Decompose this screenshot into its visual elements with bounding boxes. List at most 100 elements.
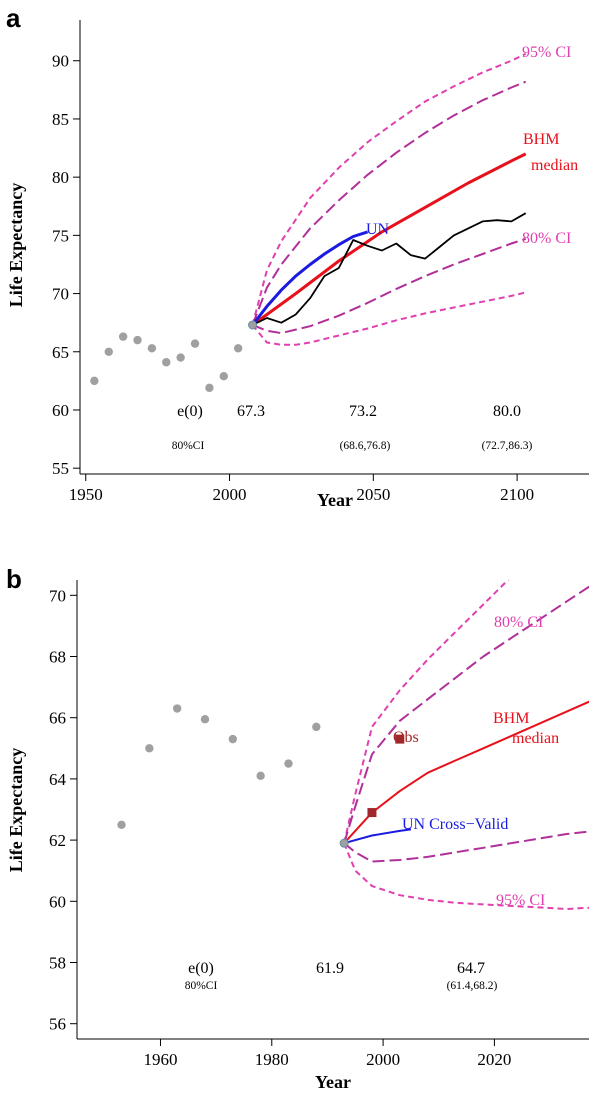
panel-b-median-label: median bbox=[512, 730, 559, 747]
panel-a-letter: a bbox=[6, 3, 21, 33]
panel-b-obs-label: Obs bbox=[393, 729, 419, 746]
x-tick-label: 2000 bbox=[366, 1050, 400, 1069]
series-ci80-upper bbox=[251, 80, 527, 326]
panel-b-e0-label: e(0) bbox=[188, 960, 214, 977]
x-tick-label: 2100 bbox=[500, 485, 534, 504]
y-tick-label: 90 bbox=[52, 52, 69, 71]
observed-point-marker bbox=[367, 808, 377, 818]
panel-a-ci-label: 80%CI bbox=[172, 440, 205, 452]
y-tick-label: 68 bbox=[49, 648, 66, 667]
past-data-point bbox=[145, 744, 154, 753]
panel-a-ci95-label: 95% CI bbox=[522, 44, 571, 61]
panel-b-ci95-label: 95% CI bbox=[496, 892, 545, 909]
past-data-point bbox=[200, 715, 210, 724]
panel-b-y-ticks: 56 58 60 62 64 66 68 70 bbox=[49, 586, 77, 1034]
y-tick-label: 70 bbox=[52, 285, 69, 304]
panel-a-median-label: median bbox=[531, 157, 578, 174]
y-tick-label: 55 bbox=[52, 459, 69, 478]
x-tick-label: 1950 bbox=[69, 485, 103, 504]
x-tick-label: 1980 bbox=[255, 1050, 289, 1069]
past-data-point bbox=[172, 704, 182, 713]
past-data-point bbox=[90, 376, 99, 386]
panel-a-points bbox=[90, 320, 258, 393]
past-data-point bbox=[256, 771, 265, 781]
y-tick-label: 85 bbox=[52, 110, 69, 129]
panel-b-ci-label: 80%CI bbox=[185, 980, 218, 992]
y-tick-label: 70 bbox=[49, 586, 66, 605]
x-tick-label: 2020 bbox=[477, 1050, 511, 1069]
past-data-point bbox=[190, 339, 200, 348]
panel-a-bhm-label: BHM bbox=[523, 131, 559, 148]
panel-a: a 55 60 65 70 75 80 85 90 1950 2000 2050 2100 Year… bbox=[6, 3, 589, 510]
panel-b-bhm-label: BHM bbox=[493, 710, 529, 727]
series-ci80-lower bbox=[252, 237, 527, 335]
y-tick-label: 60 bbox=[52, 401, 69, 420]
panel-b-letter: b bbox=[6, 564, 22, 594]
series-un-cross-valid bbox=[343, 828, 412, 845]
panel-a-x-axis-title: Year bbox=[317, 490, 353, 510]
panel-a-e0-label: e(0) bbox=[177, 403, 203, 420]
series-ci95-upper bbox=[343, 580, 510, 844]
series-ci95-upper bbox=[251, 52, 527, 326]
panel-a-x-ticks: 1950 2000 2050 2100 bbox=[69, 474, 534, 504]
past-data-point bbox=[228, 734, 238, 744]
panel-b-interval-end: (61.4,68.2) bbox=[447, 980, 498, 992]
series-ci80-upper bbox=[343, 585, 589, 844]
projection-start-point bbox=[248, 320, 258, 330]
past-data-point bbox=[233, 344, 243, 353]
x-tick-label: 2050 bbox=[356, 485, 390, 504]
x-tick-label: 1960 bbox=[143, 1050, 177, 1069]
panel-a-series bbox=[251, 52, 527, 346]
y-tick-label: 75 bbox=[52, 226, 69, 245]
series-ci95-lower bbox=[251, 291, 526, 346]
panel-b-x-axis-title: Year bbox=[315, 1072, 351, 1092]
x-tick-label: 2000 bbox=[213, 485, 247, 504]
past-data-point bbox=[205, 383, 214, 393]
past-data-point bbox=[118, 332, 128, 341]
panel-a-e0-value-start: 67.3 bbox=[237, 403, 265, 420]
panel-b-series bbox=[343, 580, 589, 910]
panel-a-interval-end: (72.7,86.3) bbox=[482, 440, 533, 452]
series-bhm-median bbox=[251, 152, 527, 327]
panel-a-e0-value-end: 80.0 bbox=[493, 403, 521, 420]
panel-b-x-ticks: 1960 1980 2000 2020 bbox=[143, 1039, 511, 1069]
panel-a-un-label: UN bbox=[366, 221, 390, 238]
panel-a-interval-mid: (68.6,76.8) bbox=[340, 440, 391, 452]
panel-b-e0-value-end: 64.7 bbox=[457, 960, 485, 977]
series-ci95-lower bbox=[343, 842, 589, 910]
past-data-point bbox=[162, 358, 171, 367]
y-tick-label: 62 bbox=[49, 831, 66, 850]
past-data-point bbox=[219, 372, 228, 381]
series-ci80-lower bbox=[343, 830, 589, 863]
past-data-point bbox=[117, 820, 126, 829]
panel-b-points bbox=[117, 704, 405, 848]
observed-point-marker bbox=[395, 734, 405, 744]
panel-a-ci80-label: 80% CI bbox=[522, 230, 571, 247]
past-data-point bbox=[147, 344, 157, 353]
past-data-point bbox=[133, 335, 142, 345]
past-data-point bbox=[284, 759, 293, 768]
series-observed-path bbox=[252, 212, 527, 326]
past-data-point bbox=[176, 353, 185, 362]
y-tick-label: 56 bbox=[49, 1015, 66, 1034]
y-tick-label: 80 bbox=[52, 168, 69, 187]
y-tick-label: 65 bbox=[52, 343, 69, 362]
past-data-point bbox=[104, 347, 113, 356]
panel-b-y-axis-title: Life Expectancy bbox=[6, 748, 26, 872]
panel-b-un-label: UN Cross−Valid bbox=[402, 816, 508, 833]
y-tick-label: 64 bbox=[49, 770, 67, 789]
panel-b: b 56 58 60 62 64 66 68 70 1960 1980 2000 2020 Year… bbox=[6, 564, 589, 1092]
series-bhm-median bbox=[343, 700, 589, 844]
y-tick-label: 60 bbox=[49, 892, 66, 911]
panel-b-e0-value-start: 61.9 bbox=[316, 960, 344, 977]
y-tick-label: 66 bbox=[49, 709, 66, 728]
past-data-point bbox=[312, 722, 321, 732]
panel-a-y-ticks: 55 60 65 70 75 80 85 90 bbox=[52, 52, 80, 478]
panel-b-ci80-label: 80% CI bbox=[494, 614, 543, 631]
y-tick-label: 58 bbox=[49, 954, 66, 973]
series-un bbox=[251, 230, 369, 326]
projection-start-point bbox=[339, 838, 349, 848]
panel-a-e0-value-mid: 73.2 bbox=[349, 403, 377, 420]
panel-a-y-axis-title: Life Expectancy bbox=[6, 183, 26, 307]
